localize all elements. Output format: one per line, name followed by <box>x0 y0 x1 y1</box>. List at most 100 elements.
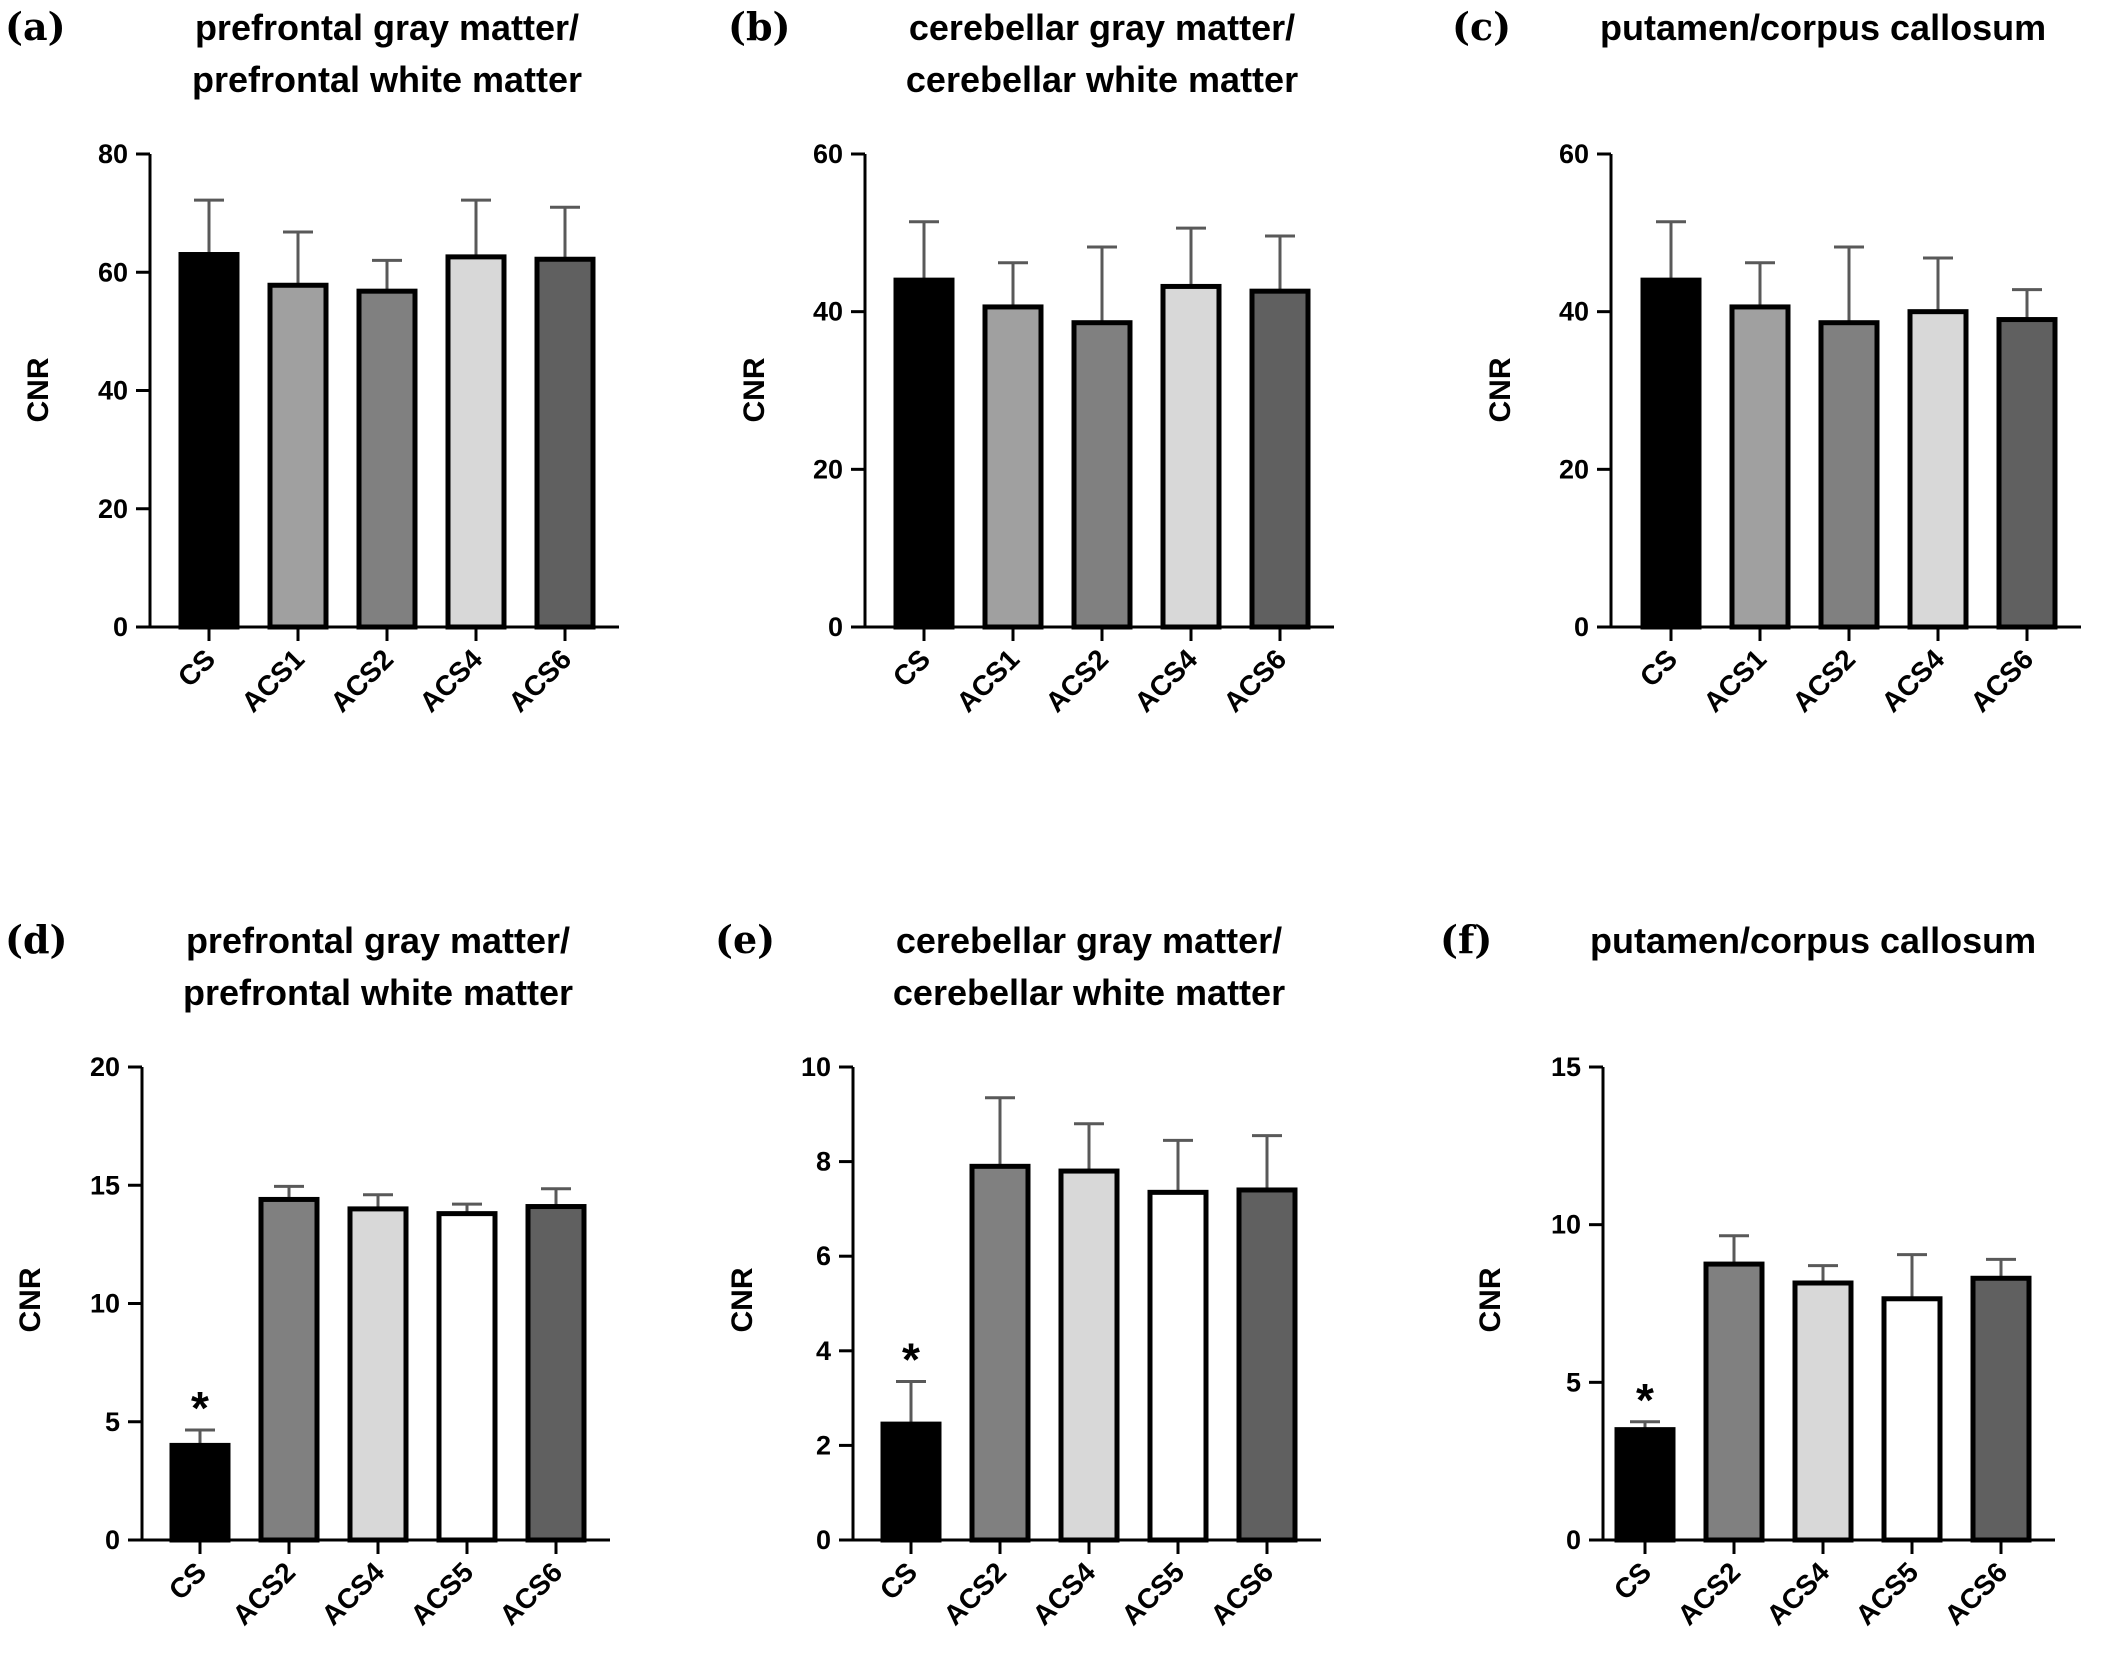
x-tick-label: CS <box>874 1556 923 1605</box>
x-tick-label: ACS2 <box>1671 1556 1746 1631</box>
y-axis-title: CNR <box>738 357 771 422</box>
bar-acs5 <box>1881 1296 1943 1543</box>
y-axis-title: CNR <box>22 357 55 422</box>
bar-acs5 <box>436 1211 498 1543</box>
y-tick-label: 10 <box>90 1289 120 1319</box>
bar-cs <box>169 1442 231 1543</box>
x-tick-label: ACS2 <box>324 643 399 718</box>
bar-acs1 <box>1729 304 1791 630</box>
y-tick-label: 0 <box>1566 1525 1581 1555</box>
y-tick-label: 15 <box>1551 1052 1581 1082</box>
y-tick-label: 40 <box>1559 297 1589 327</box>
bar-acs6 <box>534 256 596 630</box>
bar-acs2 <box>1071 320 1133 630</box>
y-axis-title: CNR <box>1484 357 1517 422</box>
x-tick-label: ACS5 <box>404 1556 479 1631</box>
bar-acs2 <box>1818 320 1880 630</box>
bar-acs4 <box>445 254 507 630</box>
bar-acs6 <box>1970 1275 2032 1543</box>
chart-title-line: prefrontal white matter <box>183 972 573 1013</box>
bar-cs <box>893 277 955 630</box>
chart-panel-f: (f) putamen/corpus callosum CNR 0 5 10 15 CS ACS… <box>1440 917 2055 1631</box>
y-tick-label: 20 <box>813 454 843 484</box>
chart-title-line: putamen/corpus callosum <box>1600 7 2046 48</box>
y-tick-label: 10 <box>801 1052 831 1082</box>
bar-acs2 <box>1703 1261 1765 1543</box>
bar-acs4 <box>1792 1280 1854 1543</box>
bar-cs <box>880 1421 942 1543</box>
chart-title-line: cerebellar white matter <box>893 972 1285 1013</box>
x-tick-label: ACS6 <box>1204 1556 1279 1631</box>
y-tick-label: 15 <box>90 1170 120 1200</box>
x-tick-label: CS <box>1608 1556 1657 1605</box>
x-tick-label: ACS5 <box>1849 1556 1924 1631</box>
bar-acs4 <box>347 1206 409 1543</box>
y-tick-label: 0 <box>1574 612 1589 642</box>
y-tick-label: 60 <box>813 139 843 169</box>
bar-cs <box>1640 277 1702 630</box>
bar-acs6 <box>1249 288 1311 630</box>
bar-acs1 <box>267 282 329 630</box>
y-tick-label: 60 <box>1559 139 1589 169</box>
y-tick-label: 2 <box>816 1430 831 1460</box>
x-tick-label: ACS4 <box>1026 1556 1101 1631</box>
bar-cs <box>1614 1427 1676 1543</box>
y-tick-label: 0 <box>816 1525 831 1555</box>
chart-title-line: cerebellar white matter <box>906 59 1298 100</box>
x-tick-label: ACS1 <box>235 643 310 718</box>
x-tick-label: ACS2 <box>226 1556 301 1631</box>
significance-marker: * <box>1636 1374 1654 1426</box>
panel-label: (b) <box>728 4 791 49</box>
chart-panel-e: (e) cerebellar gray matter/cerebellar whi… <box>715 917 1321 1631</box>
panel-label: (f) <box>1440 917 1492 962</box>
y-axis-title: CNR <box>14 1267 47 1332</box>
x-tick-label: ACS6 <box>502 643 577 718</box>
y-tick-label: 8 <box>816 1147 831 1177</box>
x-tick-label: ACS4 <box>1128 643 1203 718</box>
chart-title-line: putamen/corpus callosum <box>1590 920 2036 961</box>
x-tick-label: ACS2 <box>1786 643 1861 718</box>
x-tick-label: CS <box>163 1556 212 1605</box>
panel-label: (a) <box>5 4 66 49</box>
significance-marker: * <box>902 1334 920 1386</box>
bar-acs2 <box>258 1196 320 1543</box>
bar-acs1 <box>982 304 1044 630</box>
y-tick-label: 0 <box>105 1525 120 1555</box>
y-tick-label: 5 <box>1566 1367 1581 1397</box>
bar-acs4 <box>1160 283 1222 630</box>
x-tick-label: ACS2 <box>937 1556 1012 1631</box>
x-tick-label: ACS4 <box>315 1556 390 1631</box>
x-tick-label: ACS6 <box>1217 643 1292 718</box>
x-tick-label: ACS5 <box>1115 1556 1190 1631</box>
bar-cs <box>178 252 240 630</box>
x-tick-label: CS <box>887 643 936 692</box>
chart-panel-c: (c) putamen/corpus callosum CNR 0 20 40 60 CS AC… <box>1452 4 2081 718</box>
x-tick-label: CS <box>1634 643 1683 692</box>
bar-acs2 <box>356 288 418 630</box>
bar-acs2 <box>969 1163 1031 1543</box>
x-tick-label: ACS4 <box>413 643 488 718</box>
x-tick-label: ACS2 <box>1039 643 1114 718</box>
x-tick-label: ACS6 <box>493 1556 568 1631</box>
y-tick-label: 20 <box>98 494 128 524</box>
bar-acs6 <box>525 1204 587 1543</box>
x-tick-label: ACS4 <box>1760 1556 1835 1631</box>
x-tick-label: ACS1 <box>950 643 1025 718</box>
y-tick-label: 20 <box>90 1052 120 1082</box>
chart-title-line: prefrontal white matter <box>192 59 582 100</box>
chart-title-line: prefrontal gray matter/ <box>186 920 570 961</box>
bar-acs4 <box>1907 309 1969 630</box>
y-tick-label: 60 <box>98 257 128 287</box>
chart-panel-d: (d) prefrontal gray matter/prefrontal whi… <box>5 917 610 1631</box>
panel-label: (e) <box>715 917 775 962</box>
y-axis-title: CNR <box>726 1267 759 1332</box>
x-tick-label: ACS6 <box>1938 1556 2013 1631</box>
panel-label: (d) <box>5 917 68 962</box>
chart-panel-b: (b) cerebellar gray matter/cerebellar whi… <box>728 4 1334 718</box>
bar-acs6 <box>1996 317 2058 630</box>
y-tick-label: 6 <box>816 1241 831 1271</box>
y-tick-label: 10 <box>1551 1210 1581 1240</box>
x-tick-label: CS <box>172 643 221 692</box>
y-tick-label: 5 <box>105 1407 120 1437</box>
